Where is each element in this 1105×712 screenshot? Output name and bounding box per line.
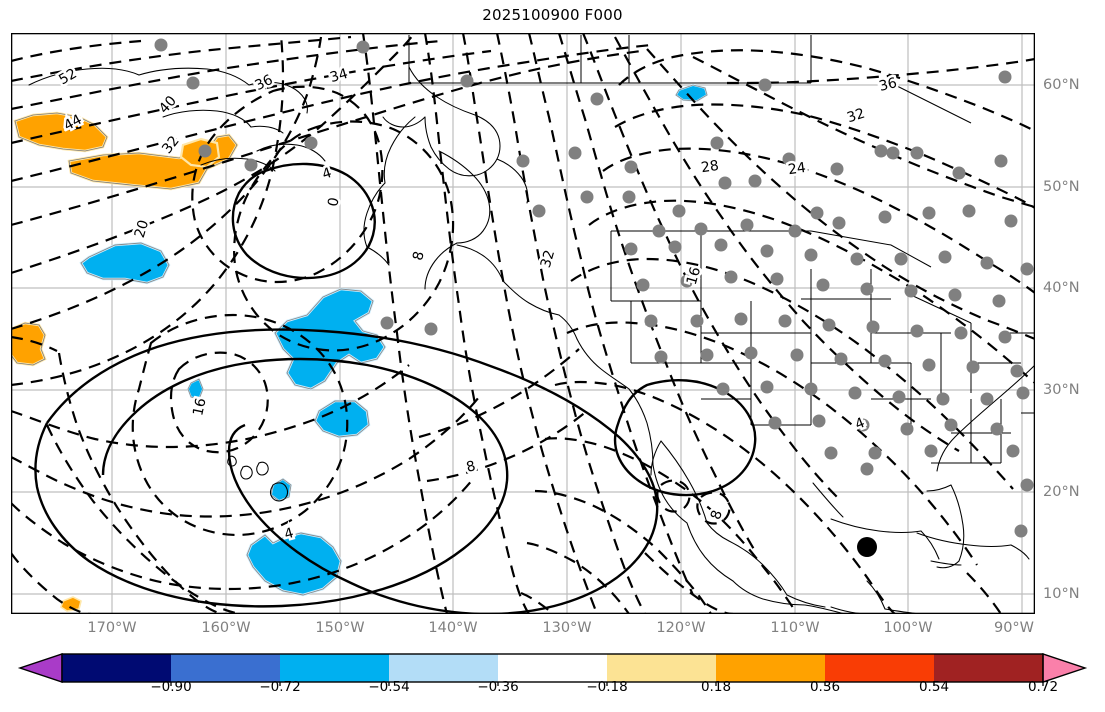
colorbar-segment[interactable] [607,654,716,682]
contour-label: 32 [538,248,558,270]
lon-tick-label: 160°W [201,620,251,636]
colorbar-tick-label: −0.72 [259,679,301,695]
colorbar-segment[interactable] [280,654,389,682]
lon-tick-label: 100°W [883,620,933,636]
lat-tick-label: 40°N [1043,280,1080,296]
station-markers[interactable] [154,38,1034,538]
lon-tick-label: 110°W [770,620,820,636]
contour-label: 32 [845,106,867,127]
colorbar-segment[interactable] [825,654,934,682]
highlight-marker[interactable] [857,537,877,557]
contour-label: 36 [252,72,275,94]
colorbar-extend-min [17,653,63,683]
lon-tick-label: 170°W [87,620,137,636]
svg-text:24: 24 [787,160,807,178]
colorbar-segment[interactable] [716,654,825,682]
contour-label: 20 [132,218,152,240]
colorbar-outline [61,653,1044,683]
contour-label: 16 [190,397,209,418]
colorbar-svg[interactable] [0,652,1105,686]
contour-label: 0 [325,196,342,208]
contour-label: 52 [56,66,79,89]
political-borders [408,35,1035,464]
contour-label: 44 [61,112,84,135]
contour-label: 28 [700,158,720,176]
coastlines [28,66,1035,614]
colorbar[interactable]: −0.90 −0.72 −0.54 −0.36 −0.18 0.18 0.36 0.54 0.7… [0,648,1105,712]
contour-label: 34 [328,66,350,86]
lon-tick-label: 130°W [542,620,592,636]
lat-tick-label: 10°N [1043,586,1080,602]
colorbar-tick-label: −0.36 [477,679,519,695]
contour-label: 24 [787,160,807,178]
colorbar-tick-label: 0.54 [918,679,950,695]
contour-label: 16 [684,265,704,287]
lon-tick-label: 150°W [315,620,365,636]
lat-tick-label: 50°N [1043,179,1080,195]
map-frame [11,33,1035,614]
colorbar-segment[interactable] [171,654,280,682]
contour-label: 8 [465,458,478,476]
colorbar-tick-label: 0.36 [809,679,841,695]
lat-tick-label: 20°N [1043,484,1080,500]
lon-tick-label: 120°W [656,620,706,636]
colorbar-segment[interactable] [389,654,498,682]
contour-label: 8 [410,250,428,263]
colorbar-tick-label: −0.18 [586,679,628,695]
svg-text:28: 28 [700,158,720,176]
lon-tick-label: 140°W [428,620,478,636]
colorbar-segment[interactable] [498,654,607,682]
negative-contours [11,33,1035,614]
colorbar-segment[interactable] [934,654,1043,682]
colorbar-segment[interactable] [62,654,171,682]
contour-label: 4 [283,525,296,543]
map-panel[interactable]: 52 52 44 44 36 36 32 32 20 20 40 40 34 34 4 4 0 0 8 8 32 32 16… [11,33,1035,614]
colorbar-extend-max [1042,653,1088,683]
lon-tick-label: 90°W [993,620,1035,636]
colorbar-tick-label: 0.18 [700,679,732,695]
colorbar-tick-label: −0.54 [368,679,410,695]
lat-tick-label: 30°N [1043,382,1080,398]
positive-contours [34,162,757,614]
figure-title: 2025100900 F000 [482,6,623,24]
colorbar-tick-label: −0.90 [150,679,192,695]
map-background [11,33,1035,614]
contour-label: 36 [877,75,898,95]
colorbar-tick-label: 0.72 [1027,679,1059,695]
lat-tick-label: 60°N [1043,77,1080,93]
